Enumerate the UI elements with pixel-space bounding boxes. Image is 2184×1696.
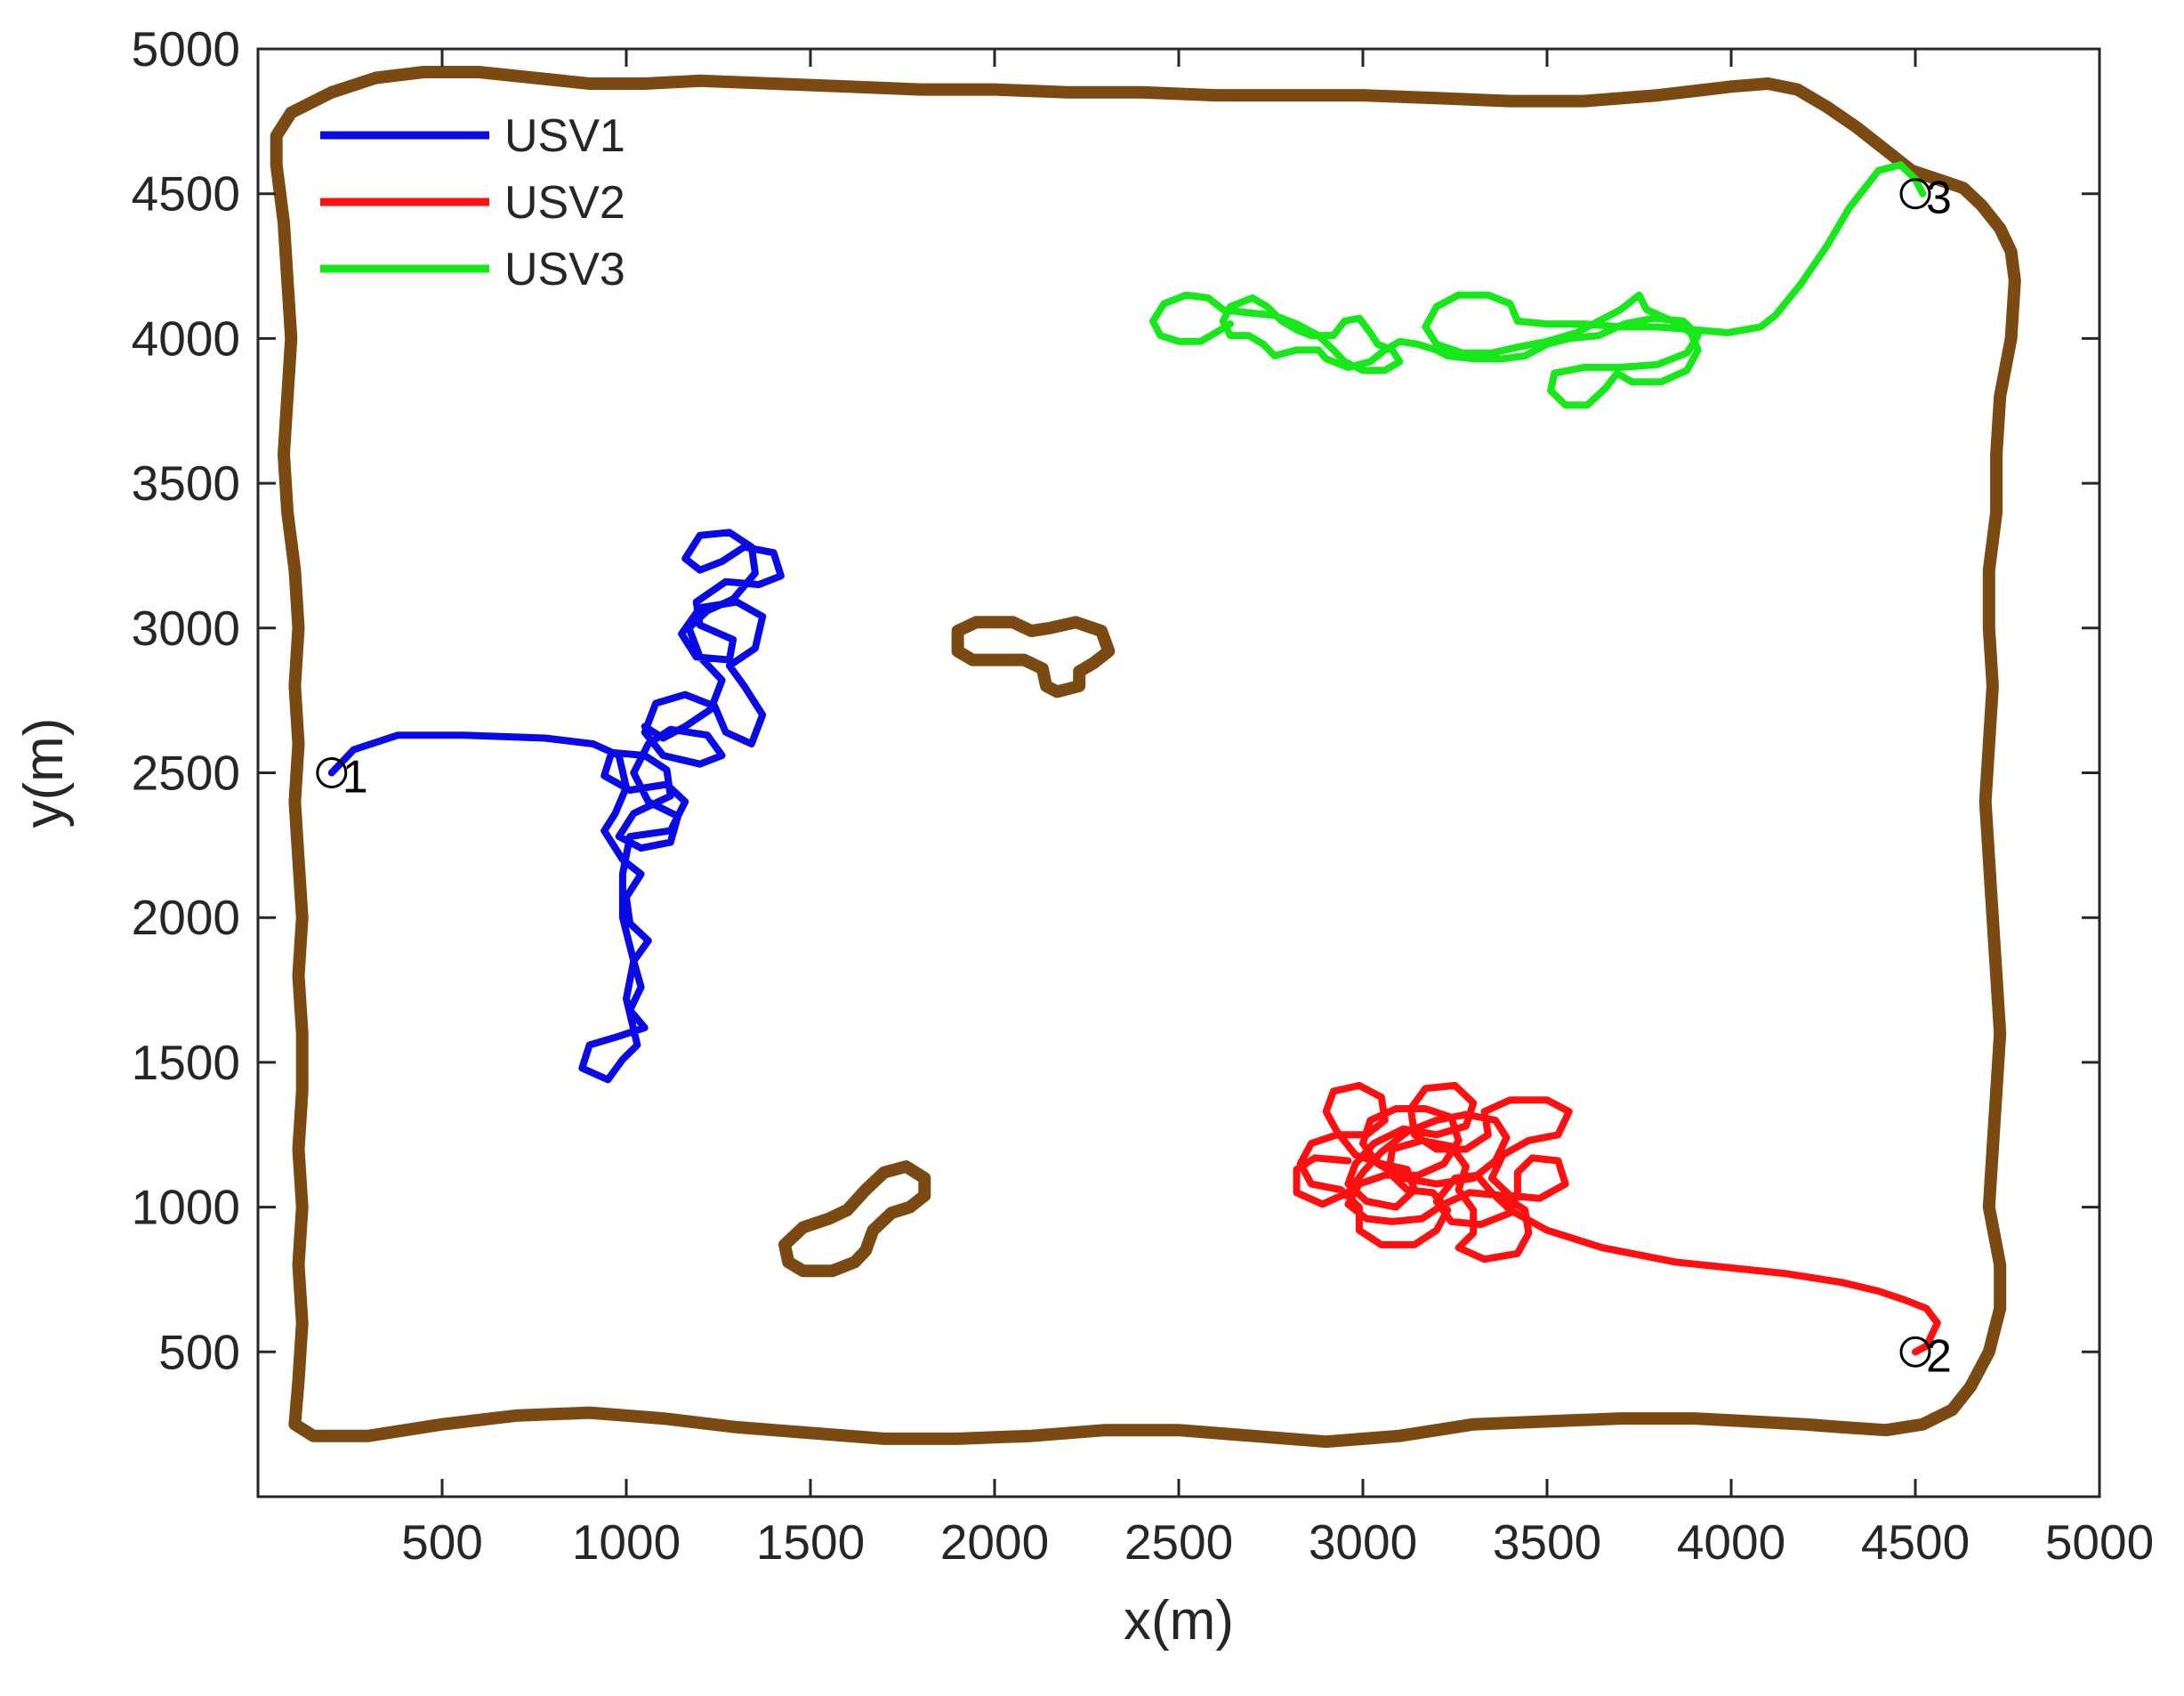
islands-layer (778, 616, 1116, 1278)
start-label-2: 2 (1926, 1330, 1952, 1382)
x-tick-label: 3000 (1309, 1514, 1417, 1570)
series-line-usv2 (1293, 1081, 1941, 1356)
legend-label-usv3: USV3 (504, 244, 625, 295)
y-tick-label: 3000 (132, 601, 240, 656)
legend-label-usv1: USV1 (504, 110, 625, 162)
start-label-1: 1 (343, 752, 368, 804)
x-ticks: 500 1000 1500 2000 2500 3000 3500 4000 4500 5000 (401, 49, 2154, 1570)
y-tick-label: 4000 (132, 311, 240, 366)
y-tick-label: 1000 (132, 1180, 240, 1235)
boundary-layer (270, 66, 2021, 1449)
start-marker-2 (1899, 1336, 1931, 1368)
series-line-usv1 (327, 529, 785, 1084)
y-tick-label: 500 (158, 1324, 240, 1379)
y-ticks: 500 1000 1500 2000 2500 3000 3500 4000 4500 5000 (132, 21, 2099, 1379)
y-tick-label: 3500 (132, 456, 240, 511)
island-1 (951, 616, 1116, 699)
x-tick-label: 500 (401, 1514, 483, 1570)
x-axis-label: x(m) (1124, 1590, 1234, 1652)
start-marker-3 (1899, 178, 1931, 210)
x-tick-label: 3500 (1493, 1514, 1601, 1570)
y-tick-label: 4500 (132, 166, 240, 222)
x-tick-label: 1000 (572, 1514, 681, 1570)
legend: USV1 USV2 USV3 (320, 110, 625, 295)
island-2 (778, 1160, 931, 1278)
start-markers-layer: 1 2 3 (316, 173, 1952, 1382)
boundary-line (270, 66, 2021, 1449)
series-line-usv3 (1149, 161, 1927, 409)
start-label-3: 3 (1926, 173, 1952, 224)
y-tick-label: 2000 (132, 890, 240, 945)
y-tick-label: 5000 (132, 21, 240, 77)
x-tick-label: 1500 (756, 1514, 865, 1570)
y-tick-label: 2500 (132, 746, 240, 801)
y-tick-label: 1500 (132, 1035, 240, 1090)
x-tick-label: 2000 (940, 1514, 1049, 1570)
legend-label-usv2: USV2 (504, 177, 625, 229)
y-axis-label: y(m) (13, 718, 75, 828)
x-tick-label: 2500 (1124, 1514, 1233, 1570)
start-marker-1 (316, 757, 348, 788)
x-tick-label: 4000 (1677, 1514, 1785, 1570)
series-layer (327, 161, 1941, 1356)
x-tick-label: 5000 (2045, 1514, 2154, 1570)
x-tick-label: 4500 (1861, 1514, 1970, 1570)
